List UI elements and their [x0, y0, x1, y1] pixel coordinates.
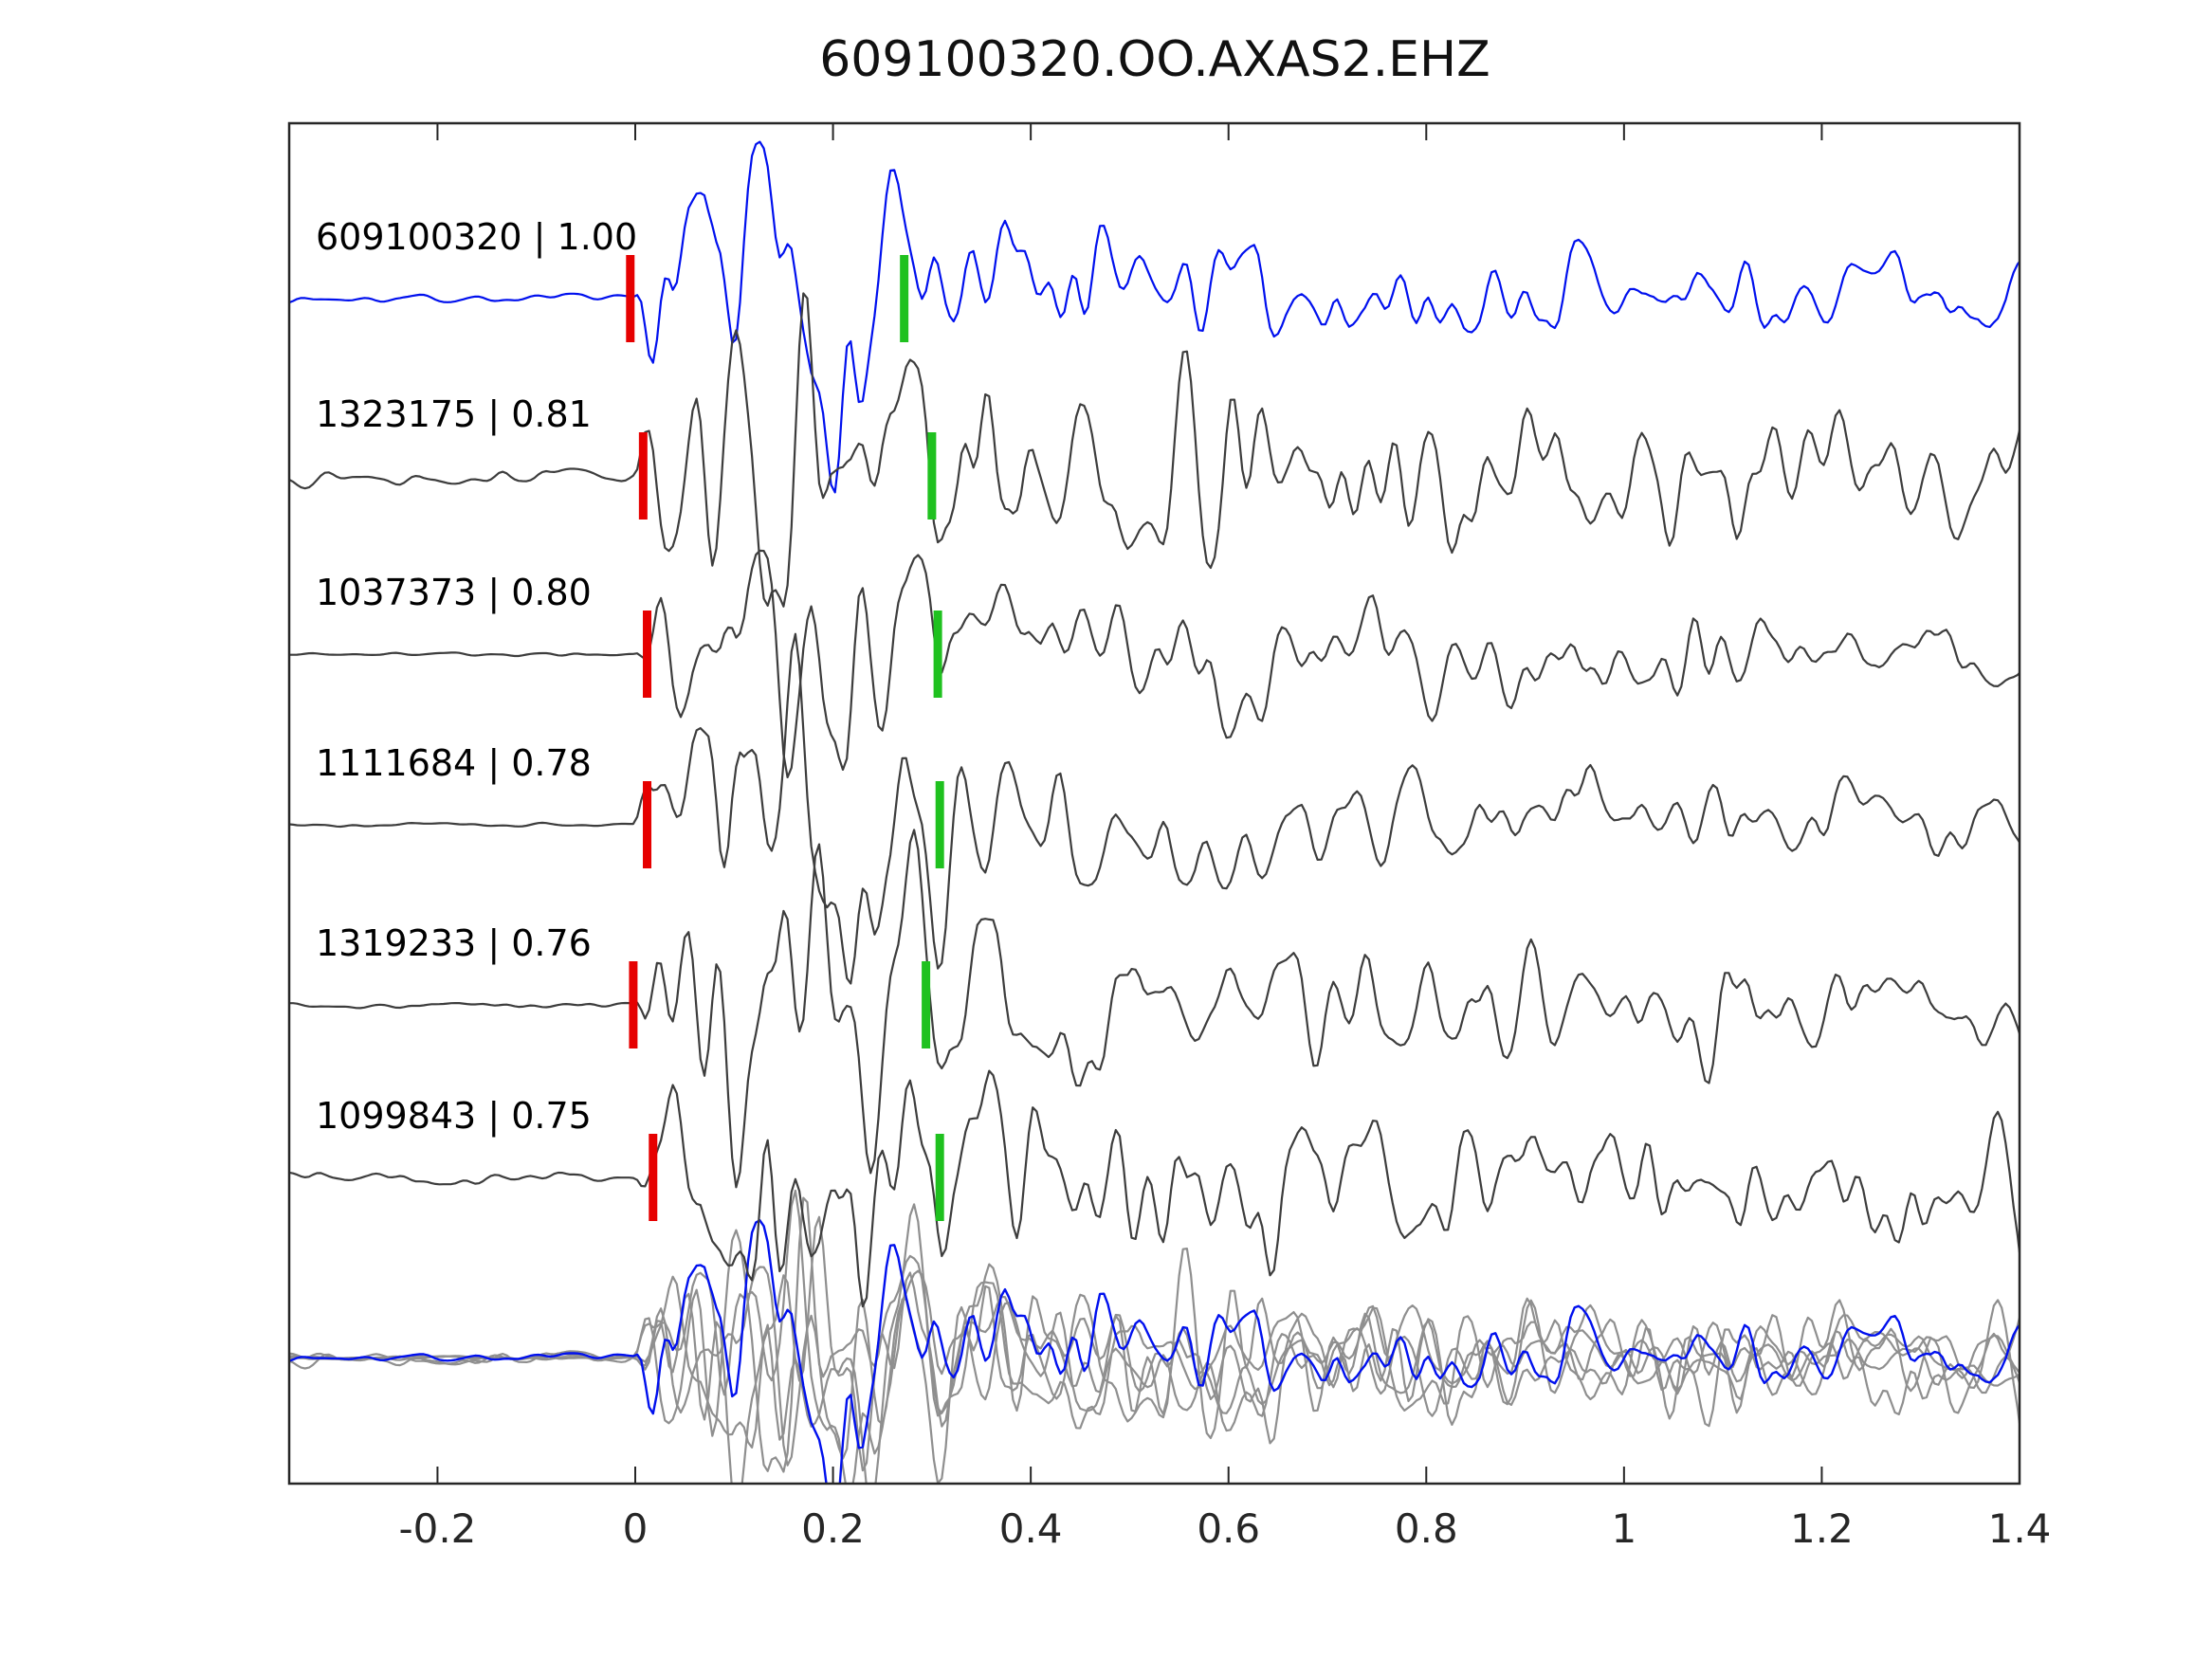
traces-layer	[289, 140, 2020, 1484]
red-pick-marker	[643, 781, 652, 868]
x-tick-label: 1	[1611, 1505, 1636, 1552]
plot-area	[287, 121, 2021, 1486]
x-axis: -0.2 0 0.2 0.4 0.6 0.8 1 1.2 1.4	[398, 123, 2051, 1552]
green-pick-marker	[922, 961, 931, 1048]
green-pick-marker	[927, 432, 937, 520]
green-pick-marker	[933, 611, 942, 698]
trace-1111684	[289, 632, 2020, 985]
red-pick-marker	[626, 255, 635, 342]
x-tick-label: 0.4	[999, 1505, 1063, 1552]
trace-label: 609100320 | 1.00	[316, 216, 637, 259]
x-tick-label: 0.2	[801, 1505, 865, 1552]
picks-layer	[626, 255, 944, 1221]
trace-1037373	[289, 549, 2020, 779]
overlay-trace-1323175	[289, 1196, 2020, 1473]
green-pick-marker	[935, 781, 944, 868]
trace-1319233	[289, 829, 2020, 1189]
green-pick-marker	[935, 1134, 944, 1221]
x-tick-label: 0.8	[1395, 1505, 1458, 1552]
overlay-trace-1037373	[289, 1266, 2020, 1467]
chart-title: 609100320.OO.AXAS2.EHZ	[819, 31, 1490, 88]
trace-label: 1323175 | 0.81	[316, 393, 592, 436]
trace-label: 1099843 | 0.75	[316, 1095, 592, 1138]
red-pick-marker	[629, 961, 638, 1048]
trace-labels-layer: 609100320 | 1.00 1323175 | 0.81 1037373 | …	[316, 216, 637, 1138]
overlay-trace-609100320	[289, 1219, 2020, 1484]
trace-label: 1111684 | 0.78	[316, 742, 592, 785]
trace-label: 1037373 | 0.80	[316, 572, 592, 614]
trace-609100320	[289, 140, 2020, 494]
x-tick-label: 1.4	[1988, 1505, 2052, 1552]
green-pick-marker	[900, 255, 909, 342]
x-tick-label: 0	[623, 1505, 649, 1552]
x-tick-label: 1.2	[1790, 1505, 1854, 1552]
red-pick-marker	[643, 611, 652, 698]
overlay-trace-1099843	[289, 1263, 2020, 1472]
x-tick-label: 0.6	[1197, 1505, 1260, 1552]
trace-1099843	[289, 1069, 2020, 1308]
trace-1323175	[289, 292, 2020, 608]
red-pick-marker	[649, 1134, 658, 1221]
trace-label: 1319233 | 0.76	[316, 922, 592, 965]
overlay-trace-1111684	[289, 1189, 2020, 1484]
red-pick-marker	[638, 432, 648, 520]
x-tick-label: -0.2	[398, 1505, 476, 1552]
